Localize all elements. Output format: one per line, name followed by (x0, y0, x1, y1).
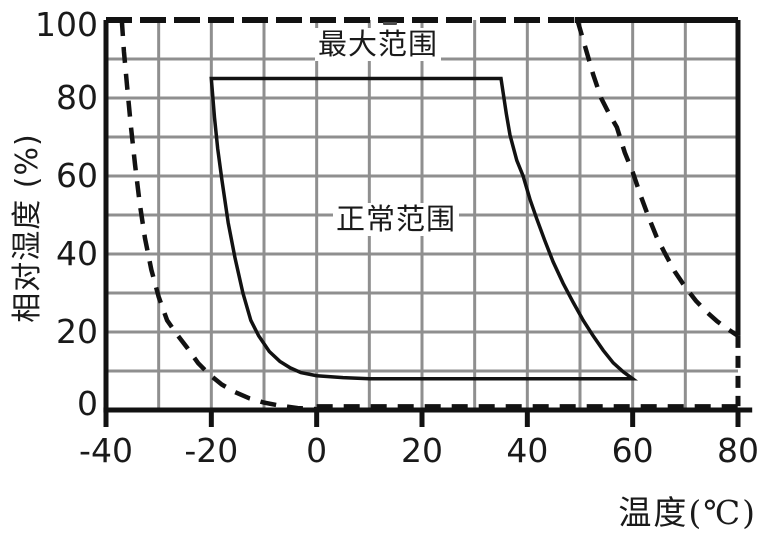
x-tick-label: 0 (306, 431, 327, 470)
y-axis-title: 相对湿度 (%) (10, 133, 45, 323)
normal-range-outline (209, 76, 639, 381)
x-axis-title: 温度(℃) (618, 493, 757, 532)
x-tick-label: 60 (612, 431, 654, 470)
gridlines (106, 20, 738, 410)
y-tick-label: 60 (56, 156, 98, 195)
y-tick-labels: 0 20 40 60 80 100 (35, 5, 98, 423)
y-tick-label: 100 (35, 5, 98, 44)
stray-dash-mark (383, 22, 397, 25)
max-range-right-curve (575, 19, 740, 338)
max-range-label: 最大范围 (315, 28, 442, 61)
x-tick-label: 80 (717, 431, 759, 470)
x-ticks: -40 -20 0 20 40 60 80 (79, 410, 759, 470)
y-tick-label: 40 (56, 234, 98, 273)
y-tick-label: 80 (56, 78, 98, 117)
max-range-left-curve (119, 19, 317, 412)
max-range-boundary (106, 17, 741, 412)
x-tick-label: -20 (184, 431, 238, 470)
y-tick-label: 0 (77, 384, 98, 423)
x-tick-label: 40 (506, 431, 548, 470)
normal-range-boundary (209, 76, 639, 381)
x-tick-label: 20 (401, 431, 443, 470)
x-tick-label: -40 (79, 431, 133, 470)
y-tick-label: 20 (56, 312, 98, 351)
normal-range-label: 正常范围 (333, 203, 460, 236)
